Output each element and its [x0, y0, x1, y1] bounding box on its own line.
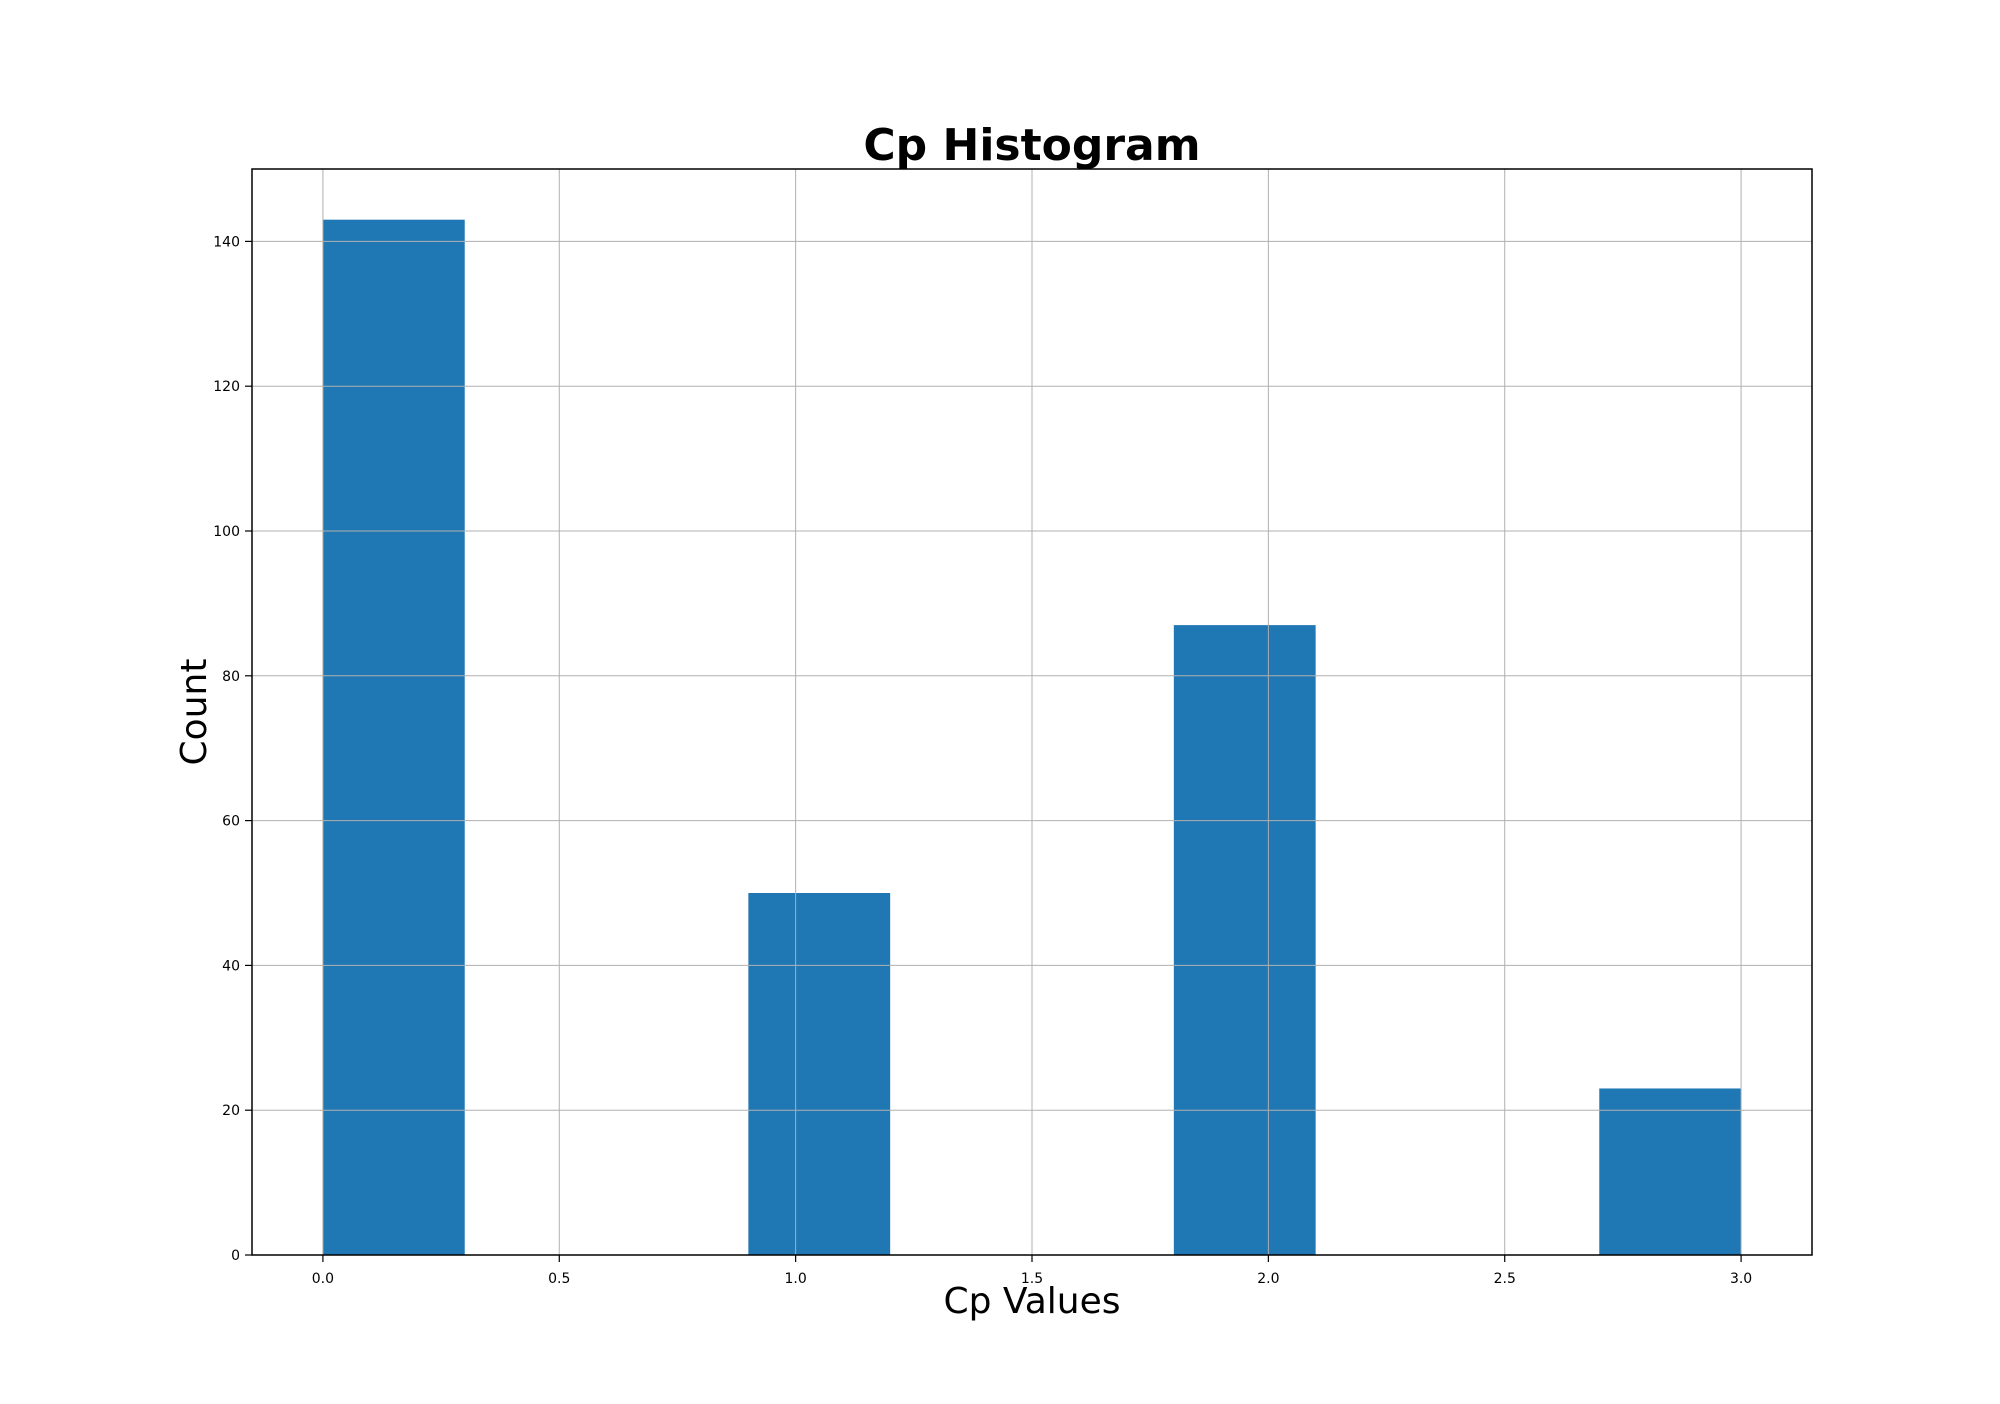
- y-tick-label-3: 60: [222, 814, 240, 830]
- x-tick-label-3: 1.5: [1021, 1271, 1043, 1287]
- x-tick-label-5: 2.5: [1494, 1271, 1516, 1287]
- x-tick-label-0: 0.0: [312, 1271, 334, 1287]
- y-tick-label-7: 140: [213, 234, 240, 250]
- x-tick-label-4: 2.0: [1257, 1271, 1279, 1287]
- y-axis-label: Count: [174, 659, 215, 766]
- bars: [322, 219, 1742, 1256]
- y-tick-label-6: 120: [213, 379, 240, 395]
- histogram-bar-3: [1599, 1088, 1742, 1255]
- histogram-bar-1: [748, 893, 891, 1255]
- chart-title: Cp Histogram: [863, 120, 1200, 171]
- x-tick-label-2: 1.0: [785, 1271, 807, 1287]
- y-tick-label-5: 100: [213, 524, 240, 540]
- y-tick-label-4: 80: [222, 669, 240, 685]
- grid: [252, 169, 1812, 1256]
- x-tick-label-6: 3.0: [1730, 1271, 1752, 1287]
- y-tick-label-0: 0: [231, 1248, 240, 1264]
- histogram-bar-0: [322, 219, 465, 1256]
- x-tick-label-1: 0.5: [548, 1271, 570, 1287]
- x-axis-label: Cp Values: [943, 1281, 1120, 1322]
- y-tick-label-2: 40: [222, 958, 240, 974]
- y-tick-label-1: 20: [222, 1103, 240, 1119]
- axis-ticks: 0.0 0.5 1.0 1.5 2.0 2.5 3.0 0 20 40 60 80 100 120 140: [213, 234, 1752, 1287]
- histogram-bar-2: [1173, 625, 1316, 1255]
